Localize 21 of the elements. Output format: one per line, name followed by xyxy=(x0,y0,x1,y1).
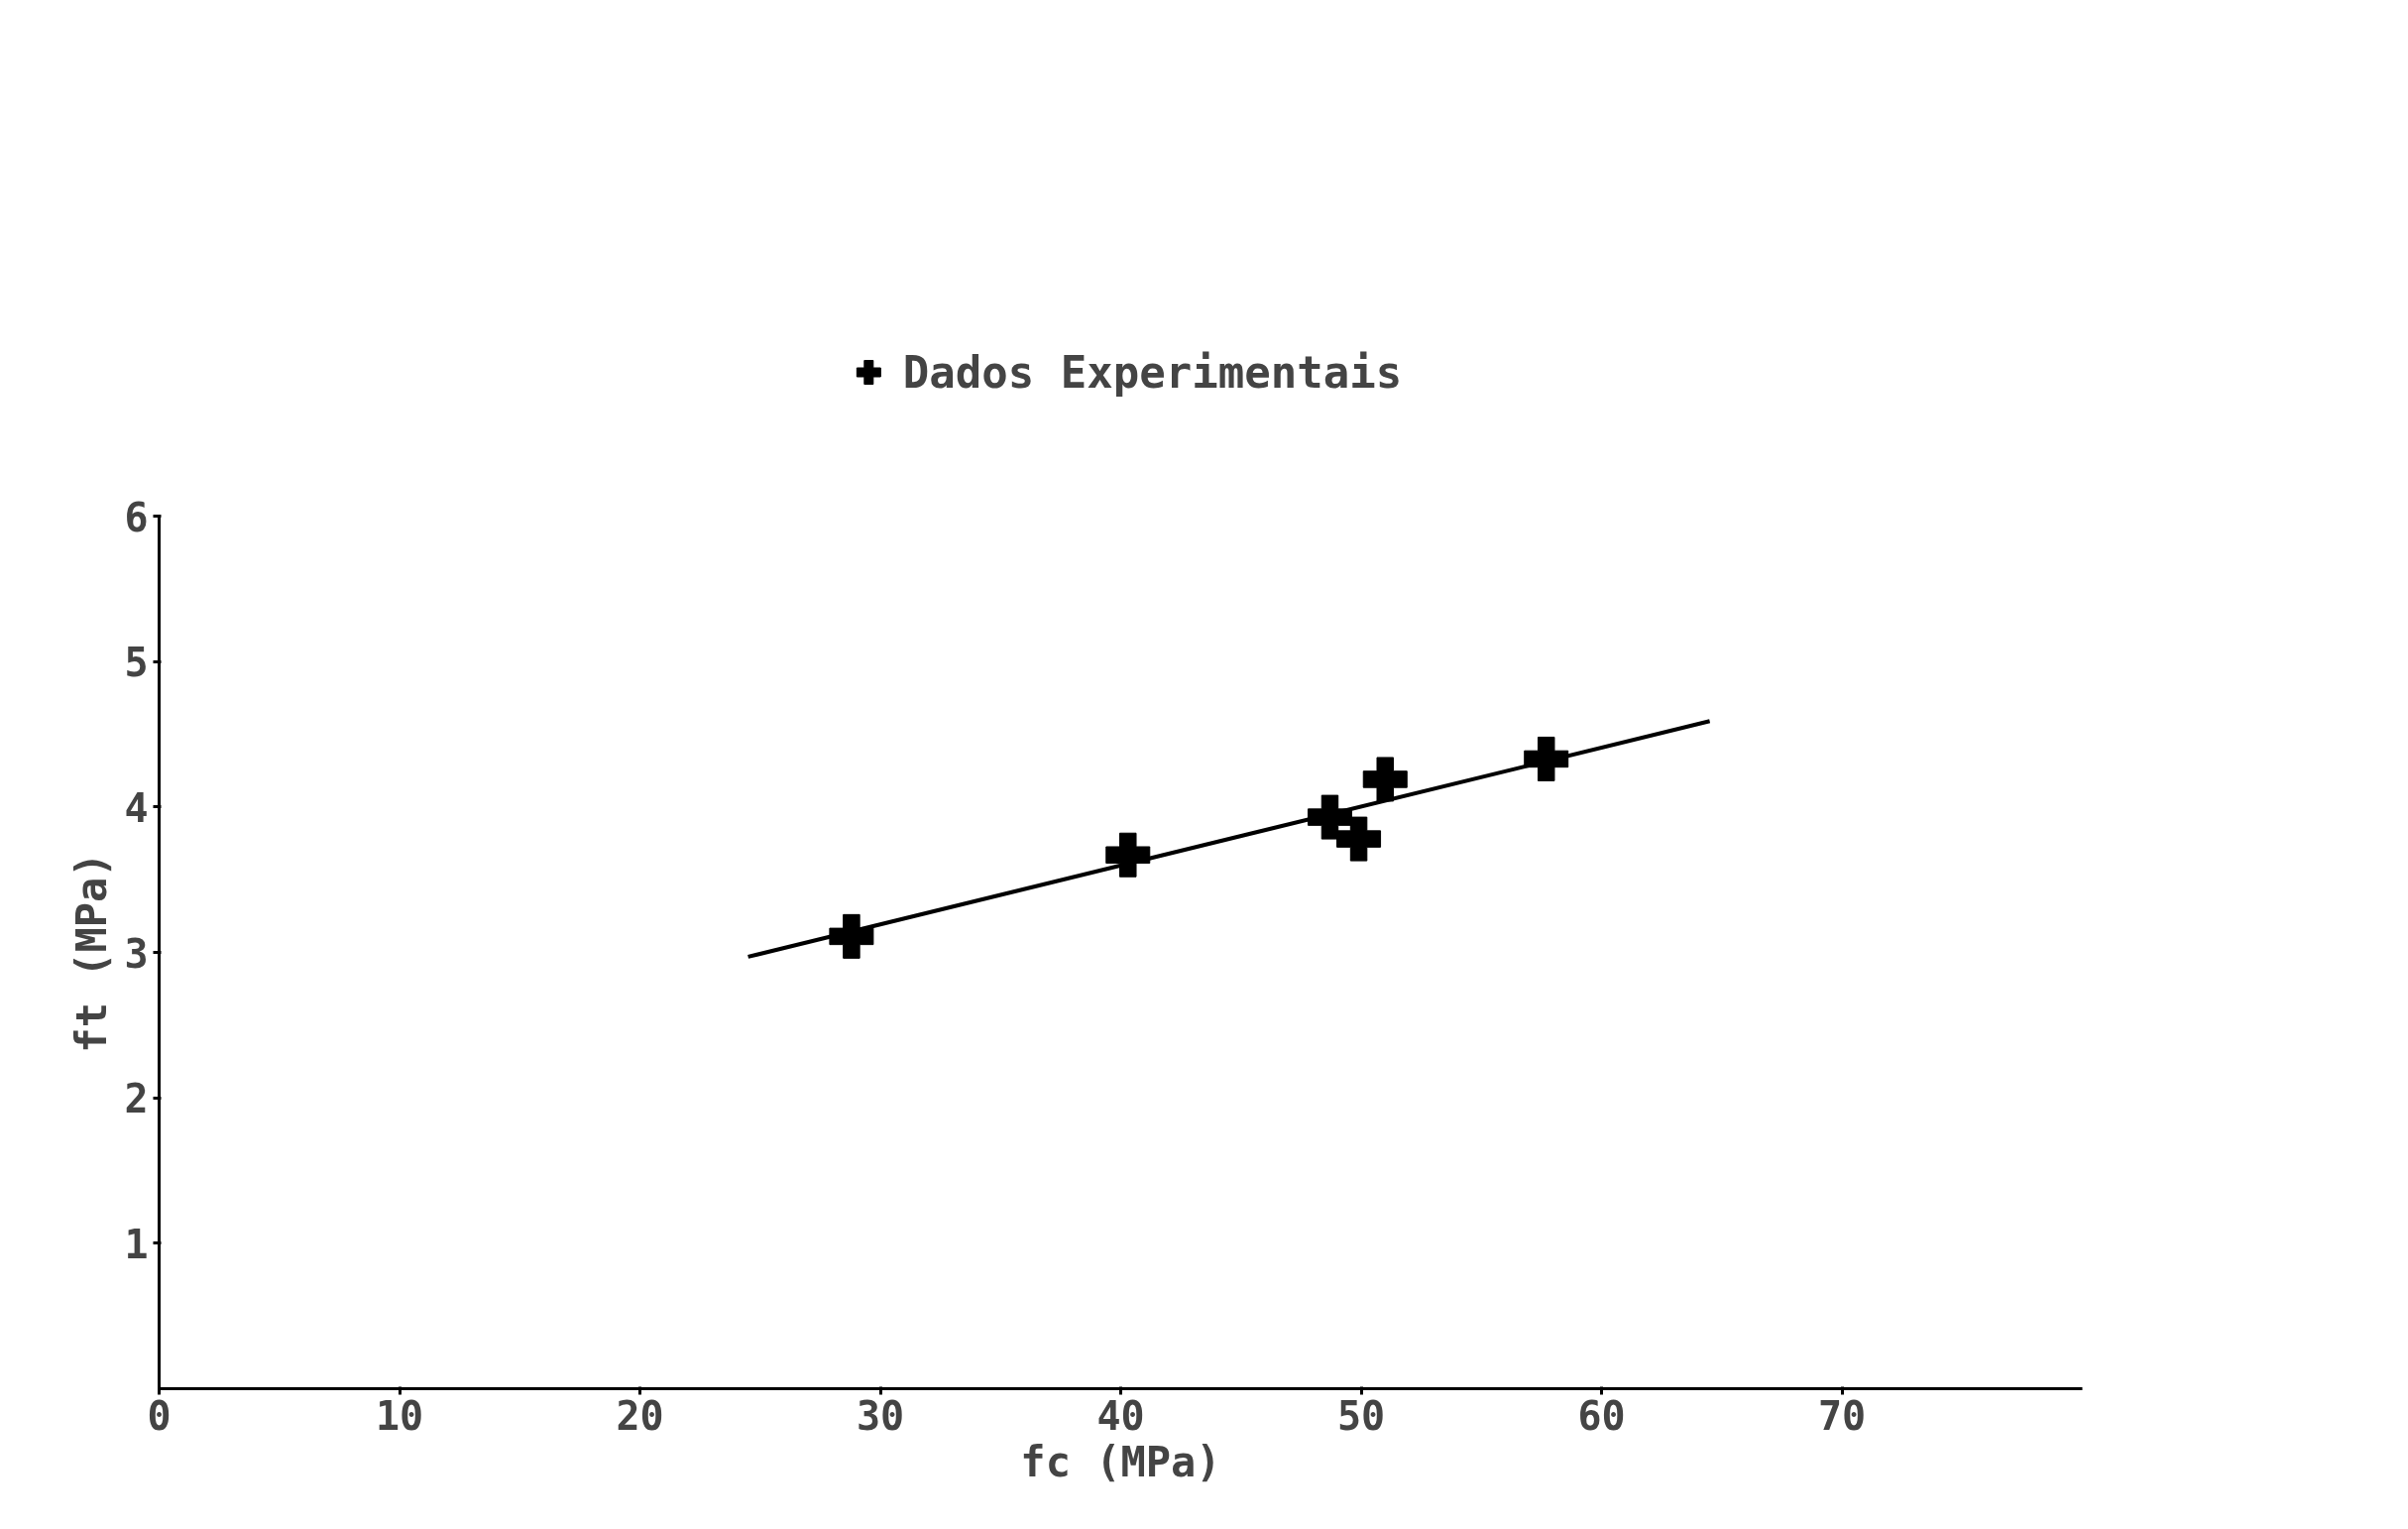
point xyxy=(829,913,874,959)
x-axis-title: fc (MPa) xyxy=(1020,1437,1221,1486)
x-tick-label: 70 xyxy=(1817,1392,1867,1439)
y-tick-label: 6 xyxy=(124,494,149,540)
x-tick-label: 50 xyxy=(1336,1392,1386,1439)
y-tick-label: 5 xyxy=(124,640,149,686)
x-tick-label: 0 xyxy=(147,1392,172,1439)
x-tick-label: 60 xyxy=(1577,1392,1626,1439)
point xyxy=(1336,816,1382,862)
y-tick-label: 4 xyxy=(124,784,149,831)
y-tick-label: 3 xyxy=(124,930,149,977)
y-tick-label: 1 xyxy=(124,1221,149,1267)
y-axis-title: ft (MPa) xyxy=(67,852,117,1053)
y-tick-label: 2 xyxy=(124,1076,149,1122)
x-tick-label: 40 xyxy=(1096,1392,1145,1439)
x-tick-label: 20 xyxy=(616,1392,664,1439)
x-tick-label: 10 xyxy=(375,1392,424,1439)
x-tick-label: 30 xyxy=(856,1392,905,1439)
legend-label: Dados Experimentais xyxy=(902,346,1403,398)
point xyxy=(1105,832,1151,878)
point xyxy=(1362,757,1408,802)
